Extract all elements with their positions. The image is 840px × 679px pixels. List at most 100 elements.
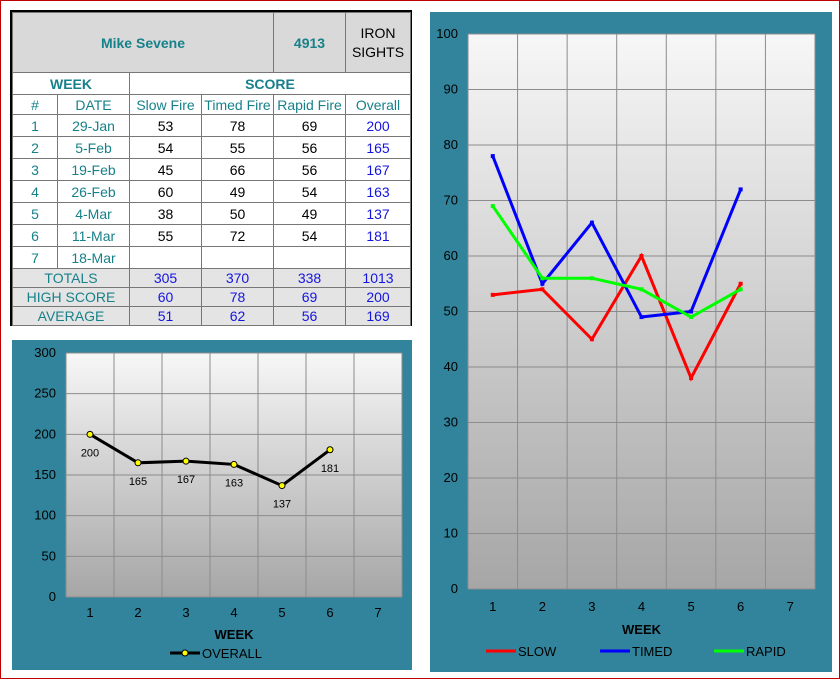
totals-timed: 370 (201, 268, 274, 288)
overall-chart-panel: 0 50 100 150 200 250 300 1 2 3 4 5 6 7 WEEK 200 165 167 16… (12, 340, 412, 670)
table-row: 7 18-Mar (12, 246, 411, 269)
data-point (589, 337, 594, 342)
y-tick-label: 150 (34, 467, 56, 482)
week-num: 1 (12, 114, 58, 137)
week-num: 5 (12, 202, 58, 225)
totals-row: TOTALS 305 370 338 1013 (12, 268, 411, 288)
average-timed: 62 (201, 306, 274, 326)
y-tick-label: 60 (444, 248, 458, 263)
data-label: 181 (321, 463, 339, 475)
data-label: 165 (129, 476, 147, 488)
timed-score: 66 (201, 158, 274, 181)
data-label: 167 (177, 474, 195, 486)
x-tick-label: 1 (489, 599, 496, 614)
data-point (490, 154, 495, 159)
data-point (182, 457, 190, 465)
x-tick-label: 2 (539, 599, 546, 614)
table-row: 6 11-Mar 55 72 54 181 (12, 224, 411, 247)
y-tick-label: 100 (436, 26, 458, 41)
week-num: 3 (12, 158, 58, 181)
x-tick-label: 3 (182, 605, 189, 620)
data-point (689, 309, 694, 314)
table-row: 1 29-Jan 53 78 69 200 (12, 114, 411, 137)
table-row: 3 19-Feb 45 66 56 167 (12, 158, 411, 181)
y-tick-label: 20 (444, 470, 458, 485)
data-point (639, 315, 644, 320)
y-tick-label: 50 (42, 548, 56, 563)
timed-score: 78 (201, 114, 274, 137)
series-line-overall (89, 433, 331, 488)
x-tick-label: 7 (374, 605, 381, 620)
y-tick-label: 70 (444, 193, 458, 208)
data-point (490, 204, 495, 209)
overall-score: 165 (345, 136, 411, 159)
average-slow: 51 (129, 306, 202, 326)
data-point (639, 287, 644, 292)
x-axis-label: WEEK (622, 622, 662, 637)
y-tick-label: 90 (444, 82, 458, 97)
week-num: 2 (12, 136, 58, 159)
timed-score: 50 (201, 202, 274, 225)
week-date: 19-Feb (57, 158, 130, 181)
col-header-overall: Overall (345, 94, 411, 115)
x-tick-label: 6 (326, 605, 333, 620)
legend-label-slow: SLOW (518, 644, 557, 659)
x-tick-label: 4 (230, 605, 237, 620)
data-point (540, 287, 545, 292)
overall-score: 137 (345, 202, 411, 225)
timed-score: 49 (201, 180, 274, 203)
high-timed: 78 (201, 287, 274, 307)
data-point (738, 281, 743, 286)
week-num: 7 (12, 246, 58, 269)
shooter-number: 4913 (273, 12, 346, 73)
series-line-timed (491, 155, 743, 319)
x-axis-label: WEEK (215, 627, 255, 642)
overall-score (345, 246, 411, 269)
series-chart-panel: 0 10 20 30 40 50 60 70 80 90 100 1 2 3 4 5 6 7 WEEK SLOW TIM… (430, 12, 832, 672)
section-week: WEEK (12, 72, 130, 95)
high-rapid: 69 (273, 287, 346, 307)
data-point (738, 187, 743, 192)
data-point (639, 254, 644, 258)
col-header-timed: Timed Fire (201, 94, 274, 115)
average-overall: 169 (345, 306, 411, 326)
y-tick-label: 80 (444, 137, 458, 152)
slow-score: 60 (129, 180, 202, 203)
y-tick-label: 40 (444, 359, 458, 374)
average-rapid: 56 (273, 306, 346, 326)
sights-type: IRON SIGHTS (345, 12, 411, 73)
y-tick-label: 100 (34, 508, 56, 523)
y-tick-label: 50 (444, 304, 458, 319)
rapid-score: 49 (273, 202, 346, 225)
x-tick-label: 3 (588, 599, 595, 614)
table-row: 5 4-Mar 38 50 49 137 (12, 202, 411, 225)
data-point (278, 482, 286, 490)
y-tick-label: 200 (34, 426, 56, 441)
col-header-num: # (12, 94, 58, 115)
table-row: 4 26-Feb 60 49 54 163 (12, 180, 411, 203)
data-point (490, 292, 495, 297)
col-header-slow: Slow Fire (129, 94, 202, 115)
y-tick-label: 0 (451, 581, 458, 596)
slow-score: 38 (129, 202, 202, 225)
col-header-date: DATE (57, 94, 130, 115)
slow-score: 55 (129, 224, 202, 247)
overall-score: 181 (345, 224, 411, 247)
overall-score: 200 (345, 114, 411, 137)
rapid-score: 56 (273, 158, 346, 181)
data-point (589, 276, 594, 281)
column-header-row: # DATE Slow Fire Timed Fire Rapid Fire O… (12, 94, 411, 115)
series-chart: 0 10 20 30 40 50 60 70 80 90 100 1 2 3 4 5 6 7 WEEK SLOW TIM… (436, 26, 816, 659)
y-tick-label: 10 (444, 526, 458, 541)
rapid-score (273, 246, 346, 269)
totals-rapid: 338 (273, 268, 346, 288)
data-point (230, 460, 238, 468)
totals-label: TOTALS (12, 268, 130, 288)
x-tick-label: 7 (787, 599, 794, 614)
week-date: 18-Mar (57, 246, 130, 269)
data-point (326, 446, 334, 454)
high-overall: 200 (345, 287, 411, 307)
data-label: 163 (225, 477, 243, 489)
data-point (134, 459, 142, 467)
y-tick-label: 30 (444, 415, 458, 430)
